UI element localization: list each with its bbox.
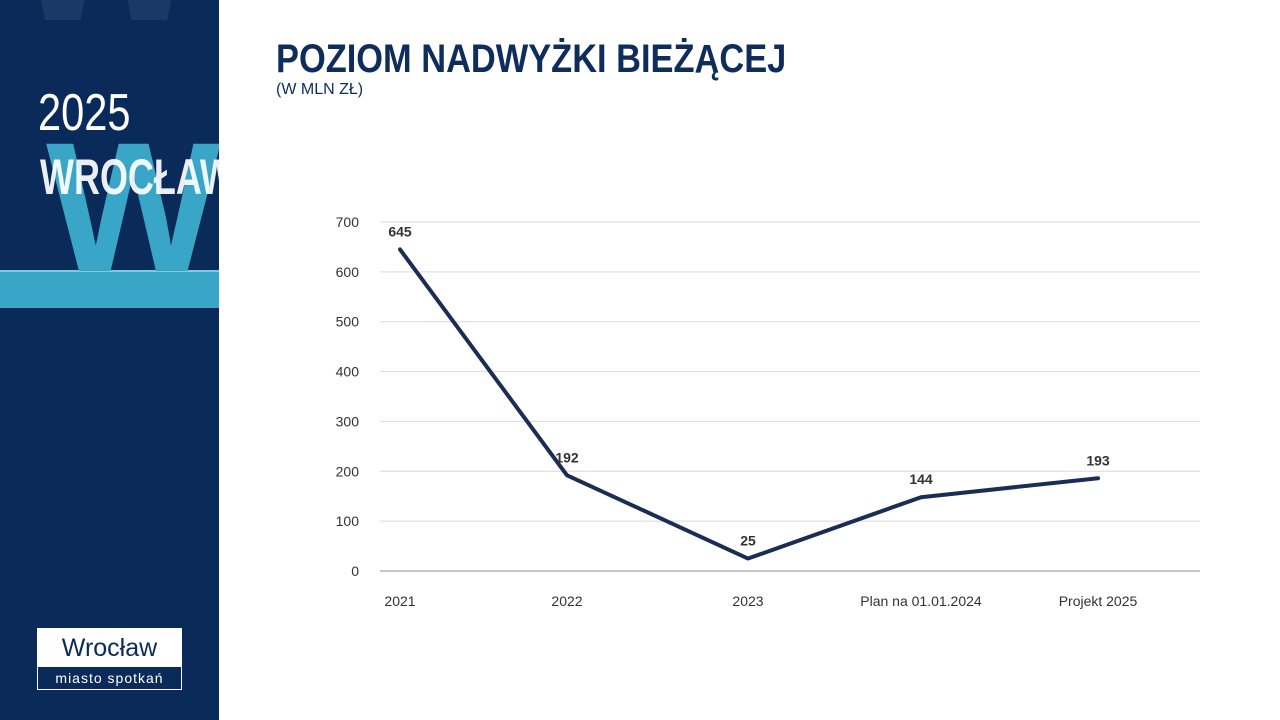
x-axis-ticks: 2021 2022 2023 Plan na 01.01.2024 Projekt 20…	[384, 593, 1137, 609]
y-tick-label: 100	[336, 513, 360, 529]
x-tick-label: Projekt 2025	[1059, 593, 1138, 609]
x-tick-label: 2022	[551, 593, 582, 609]
y-tick-label: 500	[336, 314, 360, 330]
city-text: WROCŁAW	[40, 150, 219, 205]
year-text: 2025	[38, 83, 131, 142]
big-w-letter: W	[46, 105, 219, 311]
grid-lines	[380, 221, 1200, 572]
page-subtitle: (W MLN ZŁ)	[276, 81, 364, 98]
y-tick-label: 700	[336, 214, 360, 230]
data-labels: 645 192 25 144 193	[388, 223, 1110, 548]
y-tick-label: 200	[336, 463, 360, 479]
y-axis-ticks: 0 100 200 300 400 500 600 700	[336, 214, 360, 579]
data-label: 193	[1086, 452, 1110, 468]
y-tick-label: 600	[336, 264, 360, 280]
data-label: 25	[740, 533, 756, 549]
x-tick-label: 2021	[384, 593, 415, 609]
data-label: 645	[388, 223, 412, 239]
accent-band-edge	[0, 270, 219, 272]
y-tick-label: 400	[336, 364, 360, 380]
y-tick-label: 0	[351, 563, 359, 579]
sidebar-decoration: W W 2025 WROCŁAW	[0, 0, 219, 311]
x-tick-label: 2023	[732, 593, 763, 609]
watermark-w-letter: W	[8, 0, 204, 75]
page-title: POZIOM NADWYŻKI BIEŻĄCEJ	[276, 37, 787, 81]
logo-name: Wrocław	[38, 629, 181, 667]
logo-tagline: miasto spotkań	[55, 670, 164, 686]
wroclaw-logo: Wrocław miasto spotkań	[37, 628, 182, 690]
y-tick-label: 300	[336, 413, 360, 429]
data-label: 144	[909, 471, 933, 487]
accent-band	[0, 271, 219, 308]
series-line	[398, 247, 1100, 561]
sidebar: W W 2025 WROCŁAW Wrocław miasto spotkań	[0, 0, 219, 720]
data-label: 192	[555, 449, 579, 465]
x-tick-label: Plan na 01.01.2024	[860, 593, 982, 609]
